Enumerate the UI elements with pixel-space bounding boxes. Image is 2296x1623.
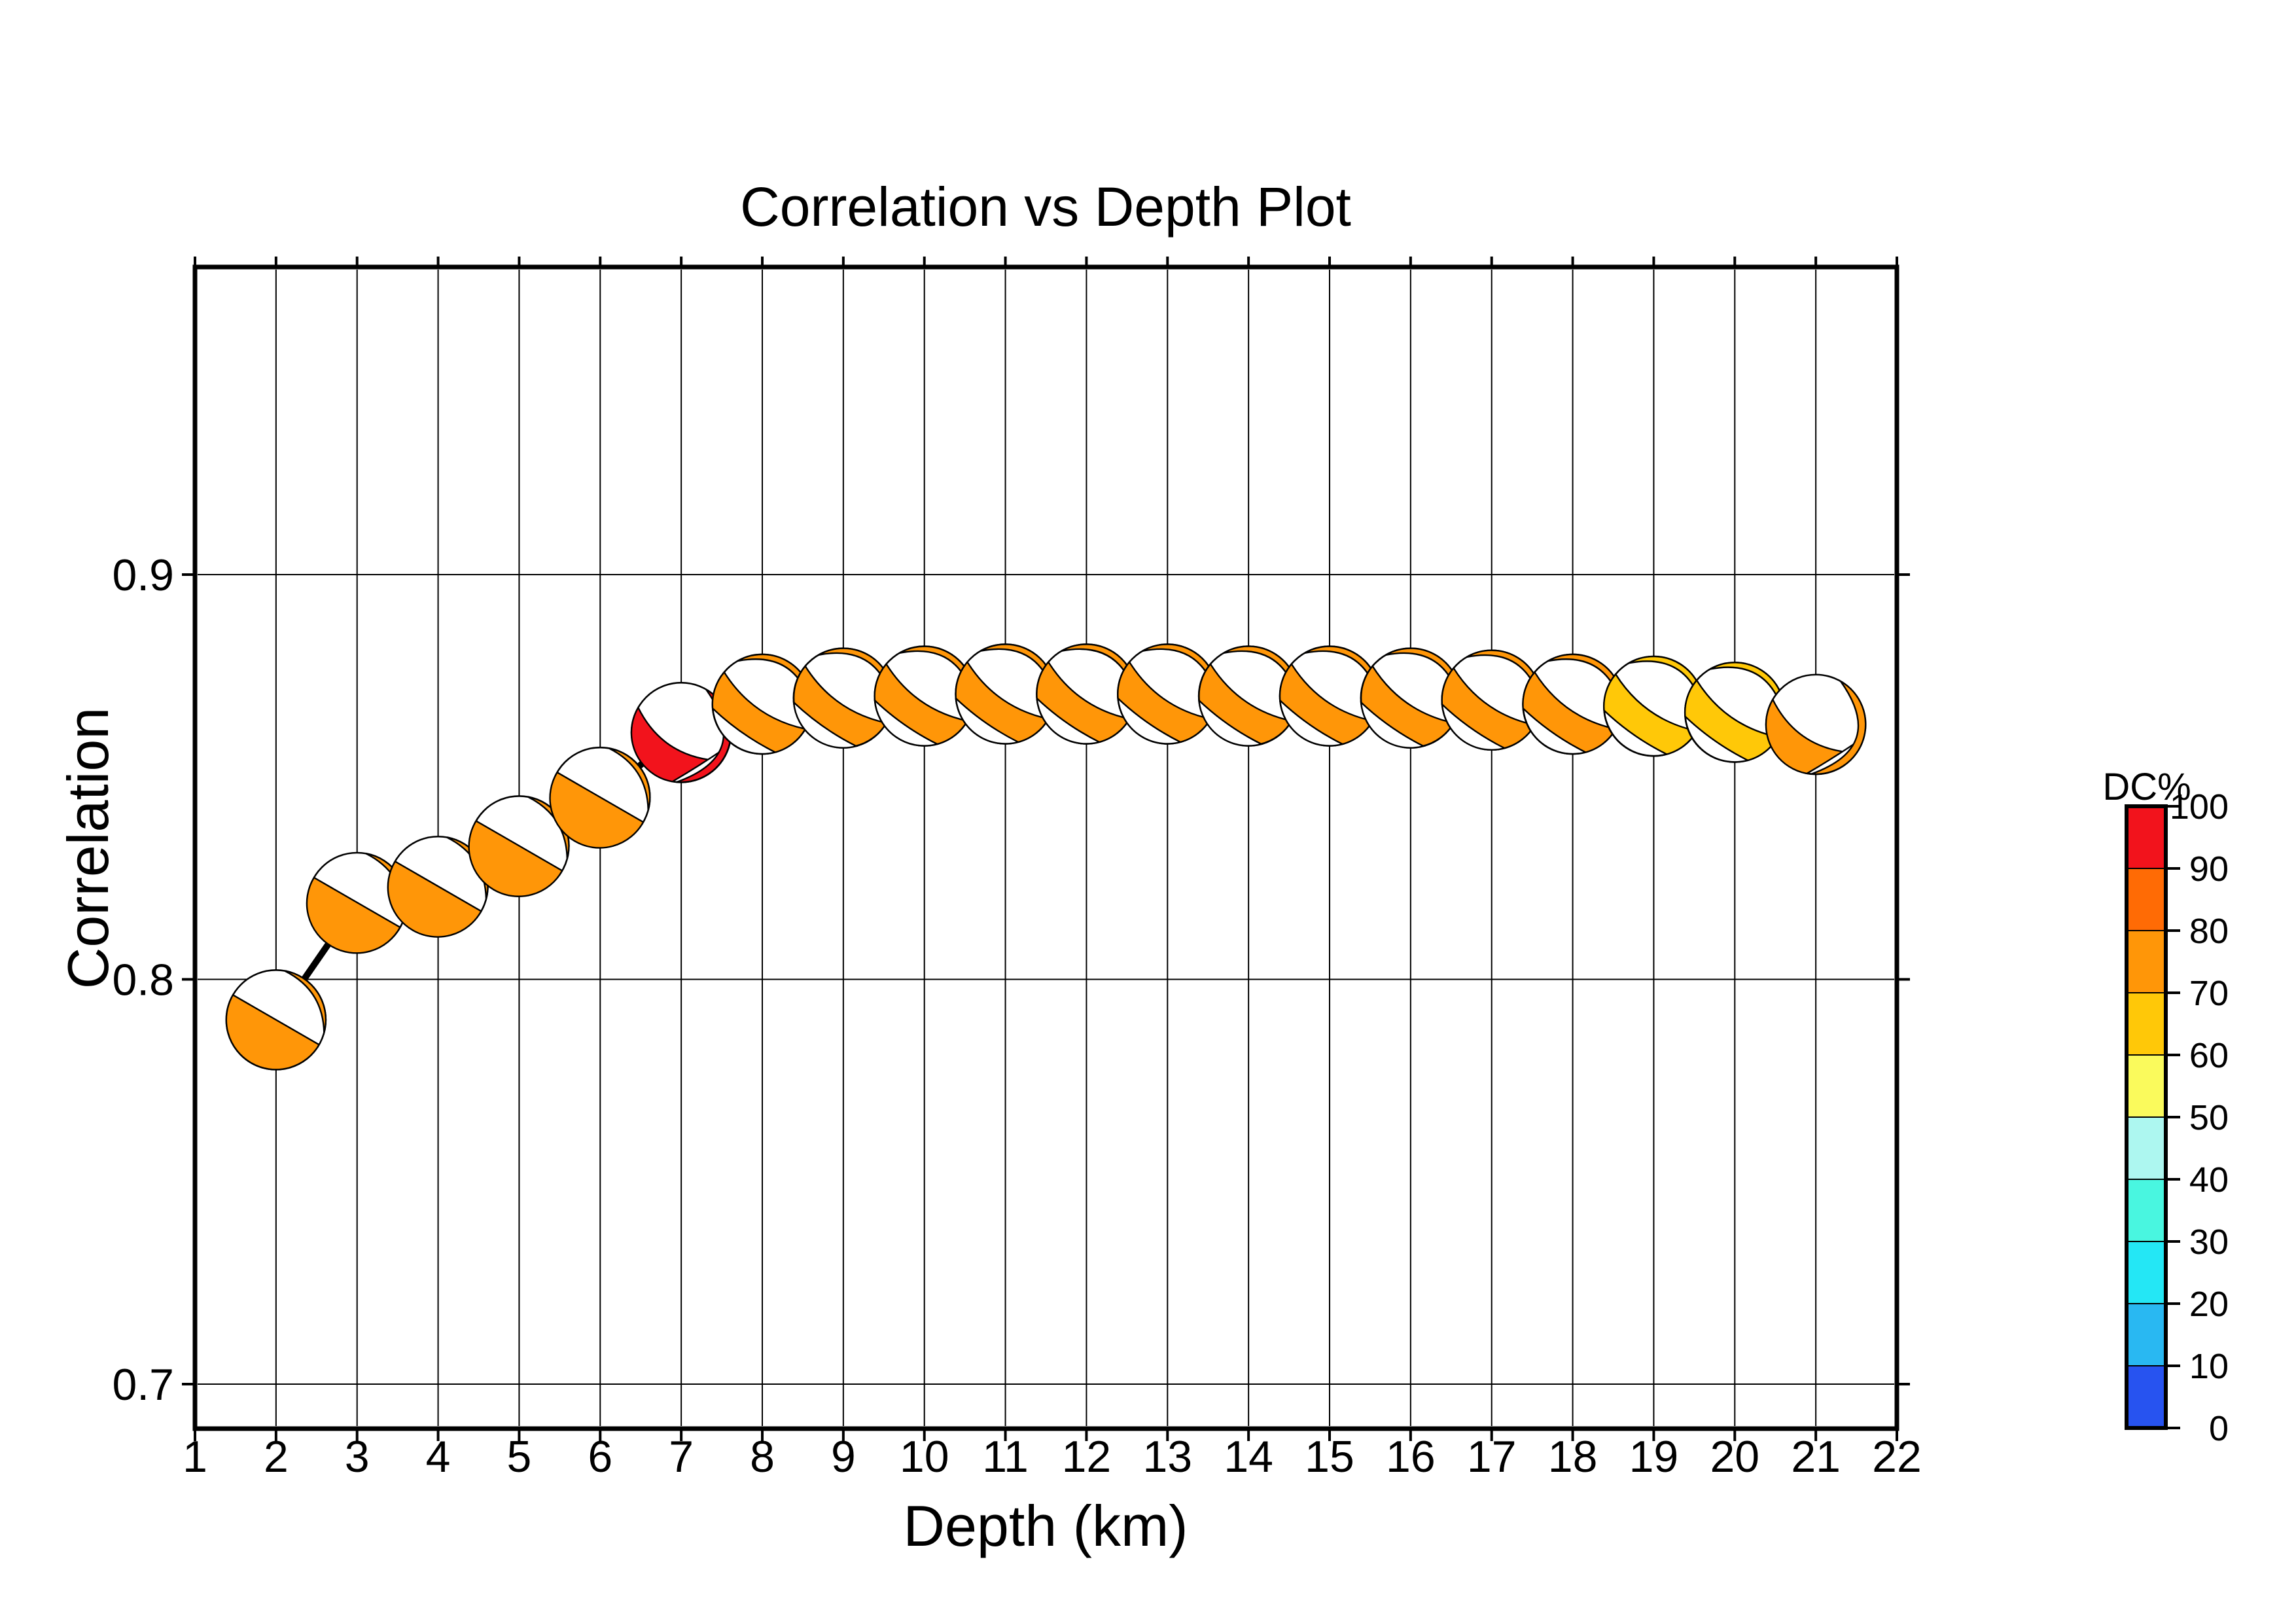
x-tick-label: 20 [1710, 1432, 1759, 1482]
x-tick-label: 19 [1629, 1432, 1679, 1482]
beachball-marker [955, 643, 1056, 745]
colorbar-segment [2126, 930, 2166, 993]
x-tick-label: 1 [183, 1432, 207, 1482]
x-tick-label: 16 [1386, 1432, 1436, 1482]
colorbar-tick-label: 90 [2189, 849, 2229, 889]
compressional-quadrant [549, 771, 645, 849]
x-tick-label: 17 [1467, 1432, 1517, 1482]
colorbar-label: DC% [2102, 766, 2191, 808]
colorbar-segment [2126, 1054, 2166, 1118]
beachball-marker [468, 795, 570, 897]
tensional-lune [1360, 700, 1426, 749]
colorbar-frame [2125, 804, 2168, 1430]
x-tick-label: 4 [426, 1432, 451, 1482]
beachball-marker [792, 647, 894, 749]
x-tick-label: 21 [1791, 1432, 1841, 1482]
compressional-quadrant [387, 860, 483, 938]
colorbar-tick-label: 30 [2189, 1222, 2229, 1262]
tensional-lune [1117, 696, 1183, 745]
colorbar-tick-label: 50 [2189, 1098, 2229, 1137]
x-tick-label: 7 [669, 1432, 694, 1482]
beachball-marker [1765, 673, 1867, 776]
x-tick-label: 15 [1305, 1432, 1354, 1482]
y-tick-label: 0.9 [112, 550, 174, 600]
beachball-marker [1197, 645, 1299, 747]
x-tick-label: 12 [1062, 1432, 1112, 1482]
tensional-lune [1279, 698, 1345, 747]
colorbar-tick-label: 70 [2189, 974, 2229, 1013]
x-tick-label: 2 [264, 1432, 289, 1482]
x-tick-label: 9 [831, 1432, 856, 1482]
x-tick-label: 14 [1224, 1432, 1273, 1482]
colorbar-tick-label: 10 [2189, 1347, 2229, 1386]
colorbar-segment [2126, 1303, 2166, 1366]
tensional-lune [792, 700, 858, 749]
x-tick-label: 22 [1872, 1432, 1922, 1482]
x-tick-label: 5 [507, 1432, 532, 1482]
x-tick-label: 10 [900, 1432, 949, 1482]
tensional-lune [711, 706, 778, 755]
beachball-marker [1279, 645, 1381, 747]
y-axis-label: Correlation [56, 707, 120, 989]
colorbar-segment [2126, 1179, 2166, 1242]
tensional-lune [874, 698, 940, 747]
x-axis-label: Depth (km) [903, 1493, 1188, 1558]
compressional-quadrant [306, 876, 402, 954]
beachball-marker [1603, 655, 1704, 757]
colorbar-segment [2126, 806, 2166, 869]
beachball-marker [1441, 649, 1543, 751]
plot-frame [192, 264, 1899, 1431]
colorbar-tick-label: 20 [2189, 1285, 2229, 1324]
beachball-marker [1684, 662, 1786, 763]
colorbar-tick-label: 0 [2209, 1409, 2229, 1448]
y-tick-label: 0.7 [112, 1360, 174, 1410]
colorbar-tick-label: 40 [2189, 1160, 2229, 1200]
compressional-quadrant [468, 819, 563, 897]
tensional-lune [1441, 702, 1507, 751]
colorbar-segment [2126, 1116, 2166, 1180]
colorbar-segment [2126, 1241, 2166, 1304]
compressional-quadrant [225, 993, 321, 1071]
beachball-marker [874, 645, 976, 747]
colorbar-tick-label: 100 [2170, 787, 2229, 827]
tensional-lune [1603, 708, 1669, 757]
x-tick-label: 6 [588, 1432, 612, 1482]
x-tick-label: 8 [750, 1432, 775, 1482]
beachball-marker [1522, 653, 1623, 755]
y-tick-label: 0.8 [112, 955, 174, 1005]
colorbar-tick-label: 60 [2189, 1036, 2229, 1075]
tensional-lune [1522, 706, 1588, 755]
rim-crescent [1811, 680, 1867, 776]
colorbar-segment [2126, 992, 2166, 1056]
colorbar-segment [2126, 868, 2166, 931]
plot-title: Correlation vs Depth Plot [740, 176, 1351, 238]
beachball-marker [1116, 643, 1218, 745]
x-tick-label: 11 [982, 1432, 1029, 1482]
x-tick-label: 18 [1548, 1432, 1598, 1482]
tensional-lune [955, 696, 1021, 745]
rim-crescent [284, 970, 327, 1033]
tensional-lune [1197, 698, 1264, 747]
beachball-marker [549, 746, 651, 849]
x-tick-label: 3 [345, 1432, 370, 1482]
tensional-lune [1684, 714, 1750, 763]
tensional-lune [1036, 696, 1102, 745]
x-tick-label: 13 [1142, 1432, 1192, 1482]
colorbar-tick-label: 80 [2189, 912, 2229, 951]
beachball-marker [225, 969, 327, 1071]
colorbar-segment [2126, 1365, 2166, 1429]
rim-crescent [608, 747, 651, 811]
